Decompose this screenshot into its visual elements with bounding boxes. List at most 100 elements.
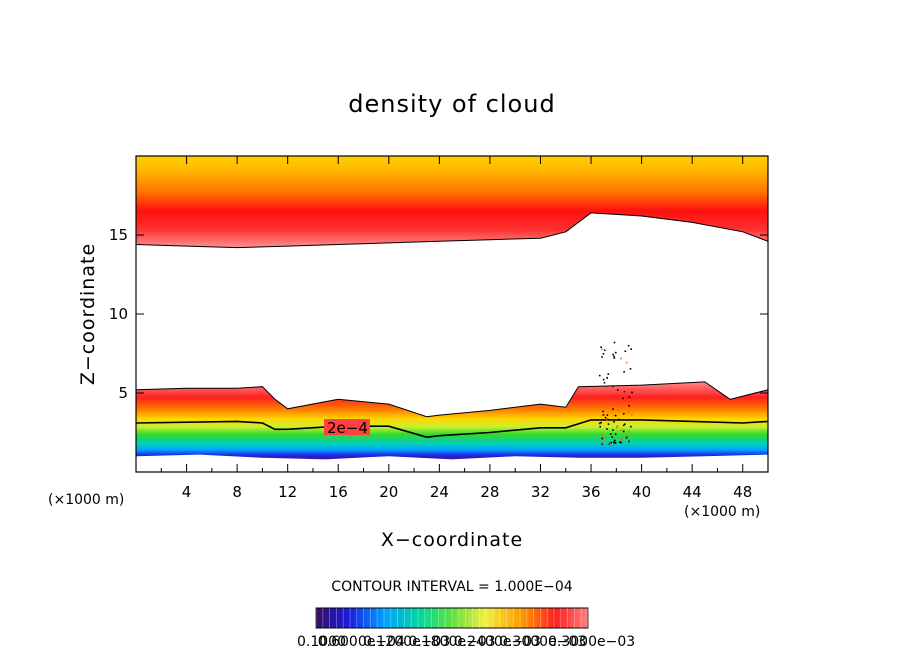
speckle (622, 424, 625, 427)
speckle (614, 414, 617, 417)
speckle (623, 390, 625, 393)
colorbar-label: 0.6000e−04 (318, 634, 405, 650)
speckle (604, 416, 607, 419)
x-axis-label: X−coordinate (381, 529, 523, 551)
colorbar-ticks (315, 608, 589, 628)
x-tick-label: 32 (531, 483, 550, 501)
speckle (602, 353, 605, 355)
speckle (602, 378, 605, 381)
speckle (620, 429, 623, 432)
speckle (630, 425, 632, 428)
speckle (613, 357, 616, 359)
contour-interval: CONTOUR INTERVAL = 1.000E−04 (331, 579, 572, 595)
speckle (615, 351, 617, 354)
colorbar-label: 0.1200e−03 (363, 634, 450, 650)
speckle (623, 371, 625, 373)
colorbar-label: 0.1800e−03 (408, 634, 495, 650)
speckle (607, 423, 610, 425)
speckle (614, 442, 617, 444)
speckle (622, 397, 624, 400)
upper-cloud-edge (136, 212, 768, 249)
speckle (606, 419, 608, 422)
speckle (619, 441, 621, 443)
y-tick-label: 15 (109, 226, 128, 244)
speckle (610, 433, 612, 435)
colorbar-labels: 0.10000.6000e−040.1200e−030.1800e−030.24… (297, 634, 635, 650)
speckle (630, 406, 632, 409)
speckle (606, 428, 608, 430)
colorbar-label: 0.3000e−03 (548, 634, 635, 650)
speckle (606, 386, 608, 389)
speckle (602, 414, 605, 416)
turbulence-speckles (598, 341, 633, 445)
speckle (620, 357, 622, 360)
speckle (622, 430, 625, 433)
chart-title: density of cloud (348, 90, 555, 118)
speckle (612, 408, 614, 410)
contour-line-2e-4 (136, 419, 768, 439)
x-tick-label: 28 (480, 483, 499, 501)
speckle (629, 368, 632, 370)
speckle (612, 385, 614, 388)
x-tick-label: 16 (329, 483, 348, 501)
speckle (601, 348, 603, 351)
speckle (601, 443, 603, 445)
speckle (611, 436, 613, 438)
speckle (603, 349, 606, 352)
lower-cloud-edge (136, 381, 768, 418)
x-axis-ticks: 4 8 12 16 20 24 28 32 36 40 44 48 (160, 156, 752, 501)
speckle (616, 389, 619, 391)
speckle (630, 348, 632, 350)
speckle (631, 391, 633, 394)
speckle (614, 401, 617, 403)
speckle (620, 439, 622, 441)
y-tick-label: 10 (109, 305, 128, 323)
speckle (628, 430, 630, 433)
x-tick-label: 36 (581, 483, 600, 501)
speckle (618, 418, 620, 421)
speckle (602, 410, 604, 413)
speckle (624, 423, 626, 425)
speckle (620, 437, 623, 439)
plot-area: 2e−4 (136, 156, 768, 472)
speckle (600, 346, 602, 348)
speckle (622, 391, 624, 393)
speckle (598, 422, 601, 425)
x-unit-left: (×1000 m) (48, 492, 124, 508)
speckle (631, 388, 633, 391)
speckle (613, 341, 616, 344)
speckle (631, 414, 633, 416)
speckle (620, 441, 622, 444)
colorbar (315, 607, 589, 629)
speckle (617, 409, 619, 412)
speckle (628, 440, 630, 443)
speckle (623, 413, 625, 415)
speckle (609, 443, 612, 445)
colorbar-label: 0.1000 (297, 634, 346, 650)
colorbar-label: 0.3000e−03 (499, 634, 586, 650)
x-tick-label: 20 (379, 483, 398, 501)
y-axis-ticks: 5 10 15 (109, 226, 768, 402)
speckle (624, 350, 627, 352)
speckle (612, 429, 614, 431)
speckle (628, 396, 631, 398)
lower-cloud-layer (136, 381, 768, 460)
contour-label-bg (324, 419, 370, 435)
speckle (616, 425, 619, 427)
speckle (603, 437, 605, 440)
speckle (606, 414, 609, 416)
contour-label: 2e−4 (327, 419, 368, 437)
x-tick-label: 12 (278, 483, 297, 501)
speckle (606, 418, 609, 421)
speckle (601, 437, 603, 440)
speckle (613, 355, 615, 358)
speckle (614, 433, 617, 435)
y-tick-label: 5 (118, 384, 128, 402)
speckle (599, 403, 602, 406)
speckle (613, 421, 615, 423)
speckle (613, 414, 615, 417)
speckle (627, 344, 630, 347)
speckle (601, 434, 604, 437)
speckle (598, 374, 601, 377)
speckle (625, 361, 628, 364)
